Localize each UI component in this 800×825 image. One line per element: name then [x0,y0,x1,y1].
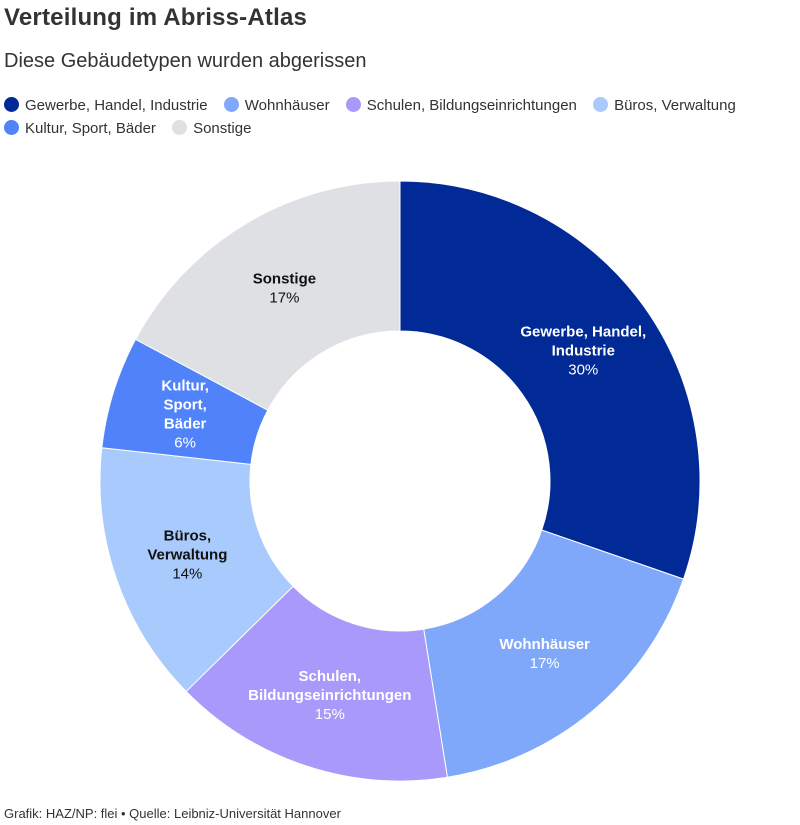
legend-swatch [4,97,19,112]
legend-item: Kultur, Sport, Bäder [4,120,156,137]
legend-label: Schulen, Bildungseinrichtungen [366,97,577,114]
legend: Gewerbe, Handel, Industrie Wohnhäuser Sc… [4,94,764,140]
legend-item: Schulen, Bildungseinrichtungen [345,97,577,114]
slice-category-label: Sonstige [253,270,316,287]
slice-label: Büros, Verwaltung 14% [147,528,227,583]
legend-item: Sonstige [172,120,251,137]
slice-value-label: 17% [530,655,560,672]
slice-category-label: Industrie [552,342,615,359]
slice-label: Wohnhäuser 17% [499,636,590,672]
legend-swatch [593,97,609,112]
slice-label: Sonstige 17% [253,270,316,306]
slice-value-label: 14% [172,566,202,583]
legend-label: Wohnhäuser [244,97,330,114]
slice-3 [185,585,448,782]
slice-category-label: Gewerbe, Handel, [520,323,646,340]
slice-category-label: Bildungseinrichtungen [248,687,411,704]
legend-item: Wohnhäuser [223,97,330,114]
legend-label: Sonstige [193,120,252,137]
legend-swatch [345,97,361,112]
slice-category-label: Schulen, [299,668,362,685]
slice-value-label: 17% [269,289,299,306]
source-footer: Grafik: HAZ/NP: flei • Quelle: Leibniz-U… [4,806,341,821]
legend-item: Büros, Verwaltung [593,97,736,114]
slice-value-label: 30% [568,361,598,378]
slice-category-label: Büros, [164,528,212,545]
legend-swatch [172,120,188,135]
legend-label: Büros, Verwaltung [614,97,736,114]
slice-category-label: Kultur, [161,378,209,395]
slice-category-label: Wohnhäuser [499,636,590,653]
slice-label: Kultur, Sport, Bäder 6% [161,378,209,452]
legend-label: Kultur, Sport, Bäder [25,120,156,137]
donut-chart: Gewerbe, Handel, Industrie 30% Wohnhäuser 17… [99,180,701,782]
legend-item: Gewerbe, Handel, Industrie [4,97,208,114]
legend-swatch [223,97,239,112]
slice-category-label: Verwaltung [147,547,227,564]
slice-value-label: 15% [315,706,345,723]
chart-subtitle: Diese Gebäudetypen wurden abgerissen [4,50,367,72]
slice-label: Gewerbe, Handel, Industrie 30% [520,323,646,378]
legend-label: Gewerbe, Handel, Industrie [25,97,208,114]
slice-6 [134,180,401,411]
slice-label: Schulen, Bildungseinrichtungen 15% [248,668,411,723]
slice-value-label: 6% [174,435,196,452]
slice-category-label: Sport, [163,397,206,414]
slice-1 [399,180,701,580]
slice-2 [423,529,685,778]
chart-title: Verteilung im Abriss-Atlas [4,4,308,31]
slice-category-label: Bäder [164,416,207,433]
slice-4 [99,447,294,693]
legend-swatch [4,120,19,135]
